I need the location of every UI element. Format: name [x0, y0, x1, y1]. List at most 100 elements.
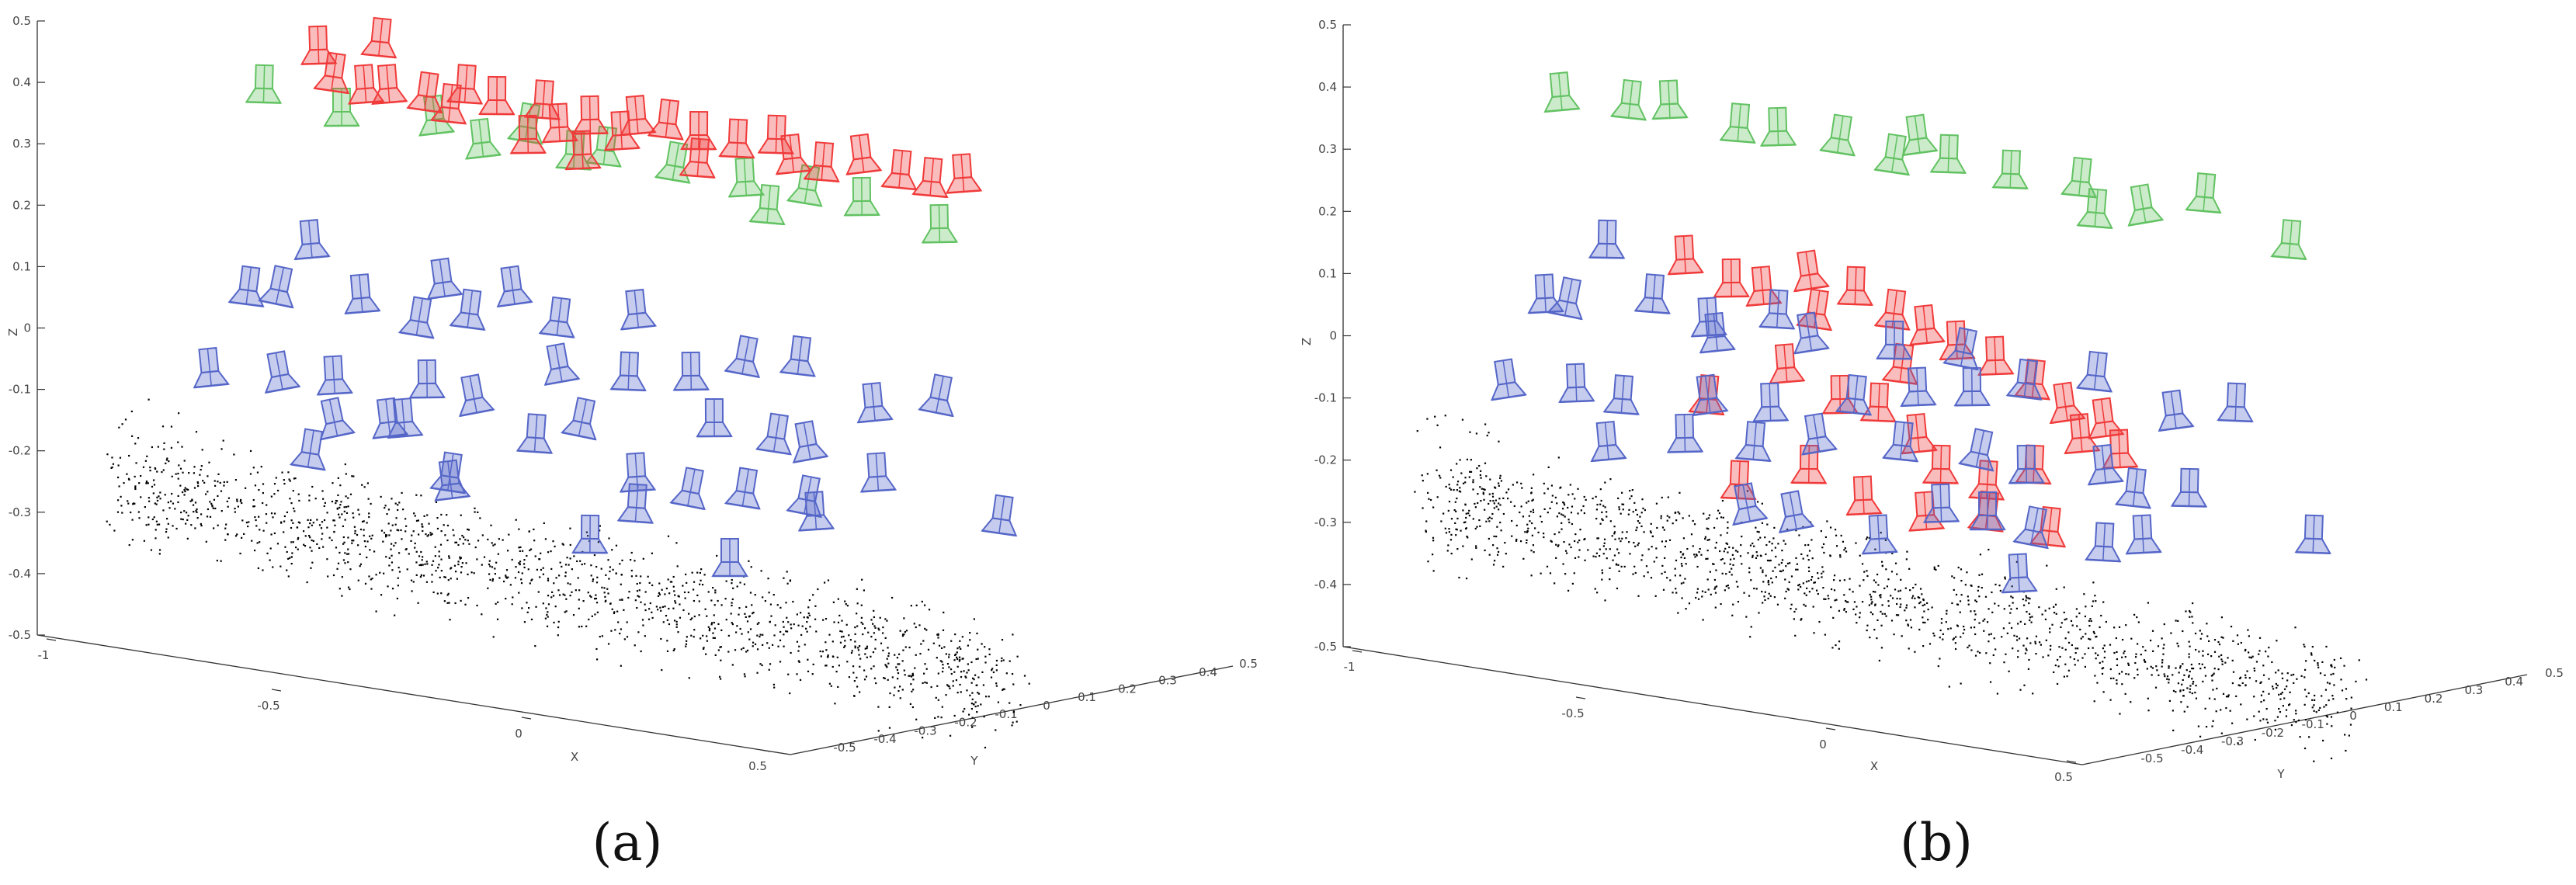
cloud-point	[1484, 423, 1487, 425]
cloud-point	[923, 672, 925, 675]
cloud-point	[293, 510, 296, 512]
cloud-point	[1571, 522, 1574, 526]
cloud-point	[2324, 674, 2326, 676]
cloud-point	[1828, 597, 1830, 600]
cloud-point	[359, 553, 361, 556]
cloud-point	[1870, 599, 1873, 601]
cloud-point	[2253, 667, 2255, 670]
cloud-point	[964, 675, 967, 678]
cloud-point	[923, 604, 926, 606]
blue-camera	[1793, 311, 1831, 355]
cloud-point	[371, 534, 373, 536]
cloud-point	[2254, 738, 2256, 741]
cloud-point	[1759, 554, 1762, 557]
cloud-point	[1001, 638, 1004, 641]
green-camera	[727, 157, 766, 198]
cloud-point	[1706, 539, 1709, 541]
cloud-point	[2121, 656, 2123, 658]
cloud-point	[572, 614, 575, 616]
cloud-point	[1720, 534, 1722, 536]
cloud-point	[1789, 562, 1791, 564]
cloud-point	[1459, 487, 1461, 489]
cloud-point	[1700, 554, 1703, 556]
cloud-point	[1547, 512, 1549, 514]
cloud-point	[181, 446, 183, 448]
cloud-point	[2253, 669, 2256, 672]
cloud-point	[953, 714, 956, 717]
cloud-point	[363, 486, 366, 488]
cloud-point	[712, 632, 714, 634]
cloud-point	[321, 490, 324, 492]
cloud-point	[1611, 535, 1613, 537]
cloud-point	[421, 523, 423, 526]
cloud-point	[207, 491, 209, 493]
cloud-point	[2216, 687, 2218, 690]
cloud-point	[296, 526, 298, 529]
cloud-point	[2161, 637, 2163, 640]
cloud-point	[1733, 557, 1735, 560]
cloud-point	[564, 571, 567, 574]
cloud-point	[334, 524, 336, 526]
cloud-point	[547, 551, 550, 554]
cloud-point	[1606, 515, 1608, 518]
cloud-point	[526, 602, 528, 604]
cloud-point	[651, 552, 653, 554]
cloud-point	[2206, 635, 2209, 637]
cloud-point	[2326, 716, 2329, 718]
cloud-point	[752, 645, 754, 647]
cloud-point	[973, 678, 975, 681]
cloud-point	[526, 611, 529, 613]
cloud-point	[1821, 566, 1824, 568]
cloud-point	[1893, 633, 1895, 636]
cloud-point	[825, 618, 828, 620]
cloud-point	[1631, 489, 1633, 491]
cloud-point	[1521, 487, 1523, 489]
cloud-point	[2310, 654, 2313, 656]
cloud-point	[1683, 557, 1686, 559]
cloud-point	[1833, 589, 1836, 592]
cloud-point	[1725, 573, 1727, 575]
cloud-point	[1911, 595, 1915, 597]
blue-camera	[696, 397, 733, 438]
cloud-point	[345, 473, 347, 475]
cloud-point	[1887, 600, 1890, 602]
cloud-point	[1527, 500, 1529, 502]
cloud-point	[351, 540, 353, 542]
cloud-point	[627, 596, 630, 599]
cloud-point	[1899, 598, 1901, 600]
cloud-point	[2222, 637, 2224, 639]
cloud-point	[956, 658, 959, 661]
cloud-point	[172, 502, 175, 505]
cloud-point	[1485, 520, 1488, 522]
cloud-point	[196, 517, 199, 519]
cloud-point	[1444, 415, 1446, 417]
cloud-point	[2008, 622, 2011, 624]
cloud-point	[1747, 552, 1749, 554]
cloud-point	[1843, 609, 1845, 611]
cloud-point	[2202, 650, 2204, 652]
cloud-point	[1802, 526, 1804, 528]
cloud-point	[1511, 535, 1513, 537]
cloud-point	[422, 574, 425, 577]
red-camera	[1793, 249, 1830, 293]
cloud-point	[1988, 608, 1990, 610]
cloud-point	[397, 508, 399, 512]
cloud-point	[457, 563, 460, 566]
blue-camera	[2075, 350, 2113, 393]
cloud-point	[568, 564, 570, 566]
cloud-point	[1480, 470, 1482, 472]
cloud-point	[691, 617, 693, 620]
cloud-point	[1459, 459, 1461, 461]
cloud-point	[2012, 596, 2014, 599]
cloud-point	[2189, 685, 2192, 687]
cloud-point	[1790, 575, 1793, 578]
cloud-point	[354, 532, 356, 535]
cloud-point	[1526, 523, 1529, 526]
cloud-point	[984, 696, 988, 698]
cloud-point	[153, 484, 156, 486]
cloud-point	[182, 518, 184, 521]
cloud-point	[1977, 651, 1979, 653]
cloud-point	[848, 634, 850, 637]
cloud-point	[2029, 619, 2031, 622]
cloud-point	[2213, 672, 2215, 675]
